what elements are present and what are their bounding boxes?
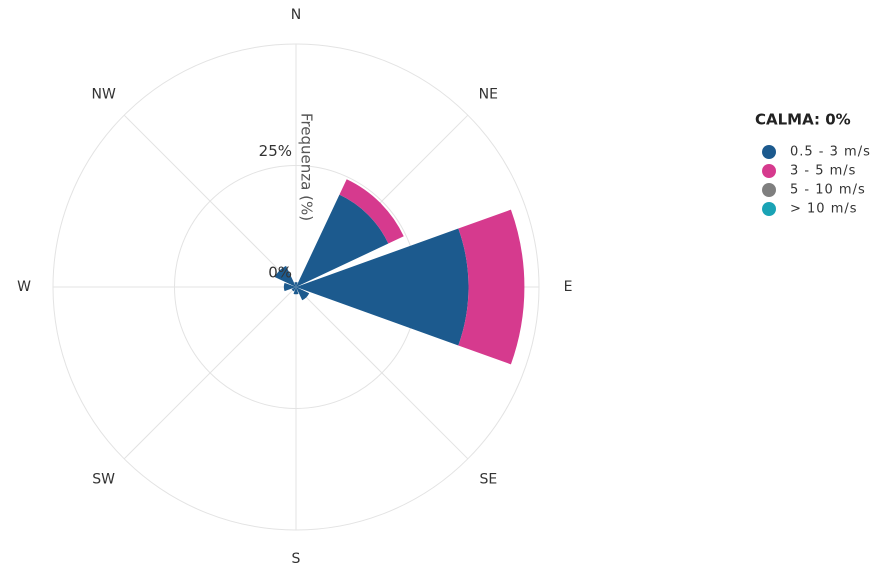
legend-marker (762, 202, 776, 216)
sector (274, 265, 296, 287)
direction-label: W (17, 279, 31, 295)
sector (296, 194, 389, 287)
sector (296, 228, 469, 346)
radial-tick-label: 25% (259, 142, 292, 160)
direction-label: S (292, 551, 301, 563)
direction-label: N (291, 7, 301, 23)
radial-axis-label: Frequenza (%) (298, 113, 316, 221)
sector (283, 282, 296, 292)
radial-tick-label: 0% (268, 264, 292, 282)
legend-label: 3 - 5 m/s (790, 164, 856, 179)
spoke (123, 286, 297, 460)
legend-marker (762, 164, 776, 178)
legend-title: CALMA: 0% (755, 111, 851, 129)
direction-label: E (564, 279, 573, 295)
sector (293, 287, 299, 295)
legend-label: 0.5 - 3 m/s (790, 145, 871, 160)
sector (291, 287, 296, 292)
sector (339, 179, 404, 244)
spoke (295, 286, 469, 460)
sector (458, 209, 525, 365)
direction-label: NW (92, 87, 116, 103)
direction-label: SE (479, 471, 497, 487)
legend-marker (762, 145, 776, 159)
sector (294, 282, 298, 287)
direction-label: SW (92, 471, 115, 487)
legend-label: 5 - 10 m/s (790, 183, 866, 198)
legend-label: > 10 m/s (790, 202, 858, 217)
spoke (123, 114, 297, 288)
legend-marker (762, 183, 776, 197)
sector (296, 287, 310, 301)
direction-label: NE (479, 87, 498, 103)
